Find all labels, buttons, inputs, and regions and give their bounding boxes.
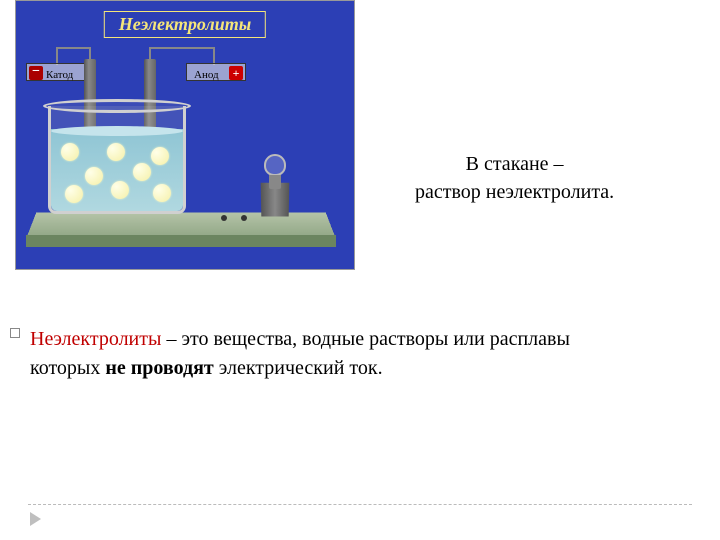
particle bbox=[151, 147, 169, 165]
beaker-rim bbox=[43, 99, 191, 113]
platform-front bbox=[26, 235, 336, 247]
anode-label: Анод bbox=[194, 69, 219, 81]
bulb-base bbox=[269, 175, 281, 189]
particle bbox=[133, 163, 151, 181]
particle bbox=[65, 185, 83, 203]
light-bulb bbox=[264, 154, 286, 184]
particle bbox=[61, 143, 79, 161]
caption: В стакане – раствор неэлектролита. bbox=[415, 150, 614, 206]
anode-sign: + bbox=[229, 66, 243, 80]
definition-term: Неэлектролиты bbox=[30, 328, 161, 350]
wire-segment bbox=[149, 47, 214, 49]
particle bbox=[111, 181, 129, 199]
anode-label-text: Анод bbox=[194, 69, 219, 81]
diagram-title: Неэлектролиты bbox=[104, 11, 266, 38]
caption-line2: раствор неэлектролита. bbox=[415, 181, 614, 203]
definition-part2: электрический ток. bbox=[214, 357, 383, 379]
cathode-label-text: Катод bbox=[46, 69, 73, 81]
particle bbox=[153, 184, 171, 202]
definition-dash: – bbox=[161, 328, 181, 350]
definition-text: Неэлектролиты – это вещества, водные рас… bbox=[30, 325, 640, 383]
footer-arrow-icon bbox=[30, 512, 41, 526]
top-section: Неэлектролиты − Катод Анод + bbox=[0, 0, 720, 270]
bullet-icon bbox=[10, 328, 20, 338]
cathode-sign: − bbox=[29, 66, 43, 80]
liquid-surface bbox=[51, 126, 183, 136]
terminal-dot bbox=[241, 215, 247, 221]
cathode-label: Катод bbox=[46, 69, 73, 81]
terminal-dot bbox=[221, 215, 227, 221]
liquid bbox=[51, 129, 183, 211]
electrolysis-diagram: Неэлектролиты − Катод Анод + bbox=[15, 0, 355, 270]
beaker bbox=[48, 106, 186, 214]
wire-segment bbox=[56, 47, 90, 49]
footer-divider bbox=[28, 504, 692, 505]
particle bbox=[107, 143, 125, 161]
bulb-glass bbox=[264, 154, 286, 176]
definition-bold: не проводят bbox=[105, 357, 213, 379]
particle bbox=[85, 167, 103, 185]
caption-line1: В стакане – bbox=[466, 153, 564, 175]
